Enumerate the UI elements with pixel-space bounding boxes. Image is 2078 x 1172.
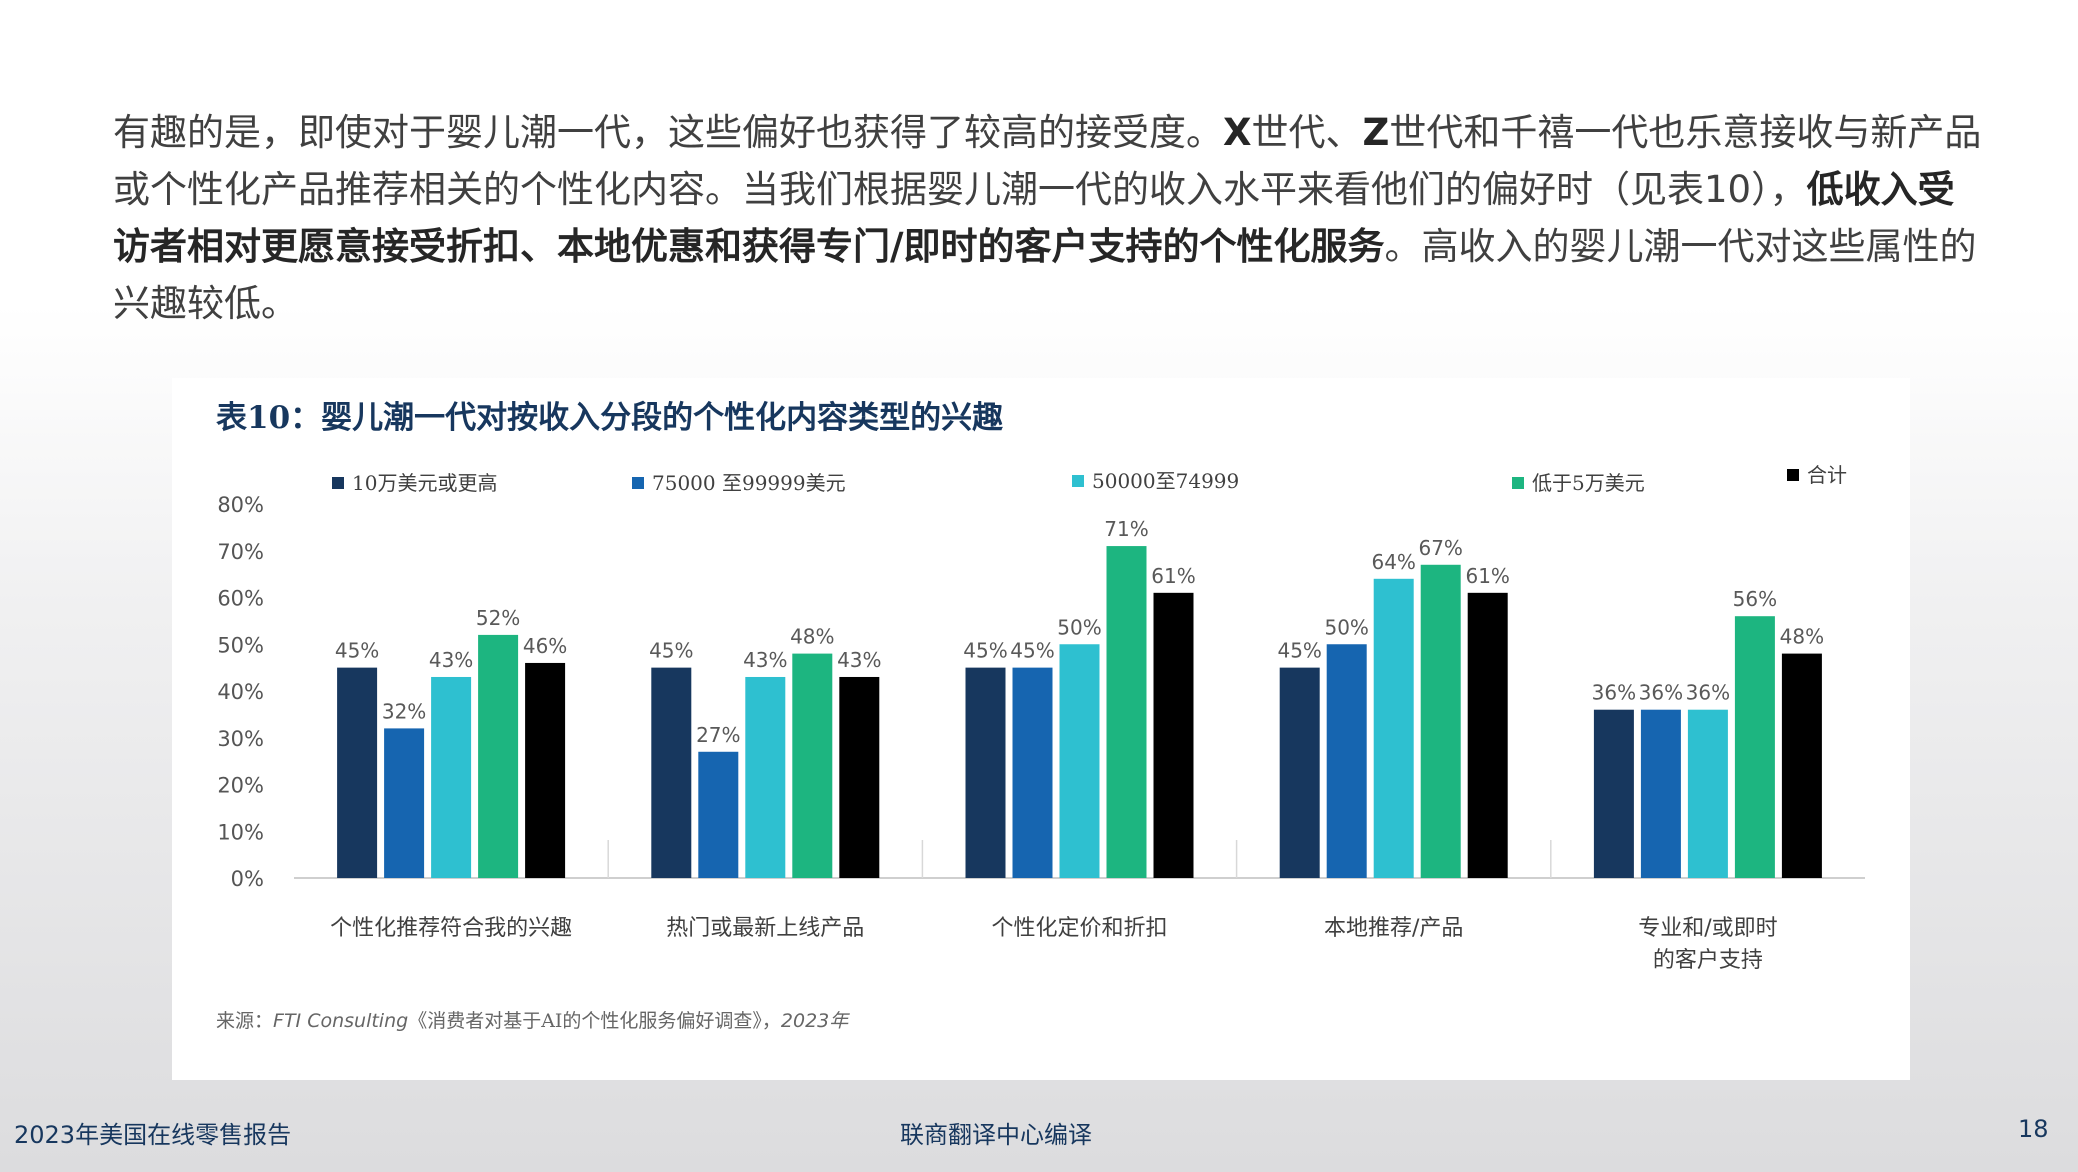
category-label: 热门或最新上线产品 <box>666 916 864 941</box>
data-label: 61% <box>1465 564 1509 588</box>
legend-label: 50000至74999 <box>1092 469 1239 493</box>
y-tick-label: 20% <box>217 774 264 798</box>
category-label: 的客户支持 <box>1653 948 1763 973</box>
intro-bold-finding: 低收入受访者相对更愿意接受折扣、本地优惠和获得专门/即时的客户支持的个性化服务 <box>113 168 1955 268</box>
data-label: 36% <box>1686 681 1730 705</box>
bar <box>1781 653 1822 878</box>
data-label: 64% <box>1371 550 1415 574</box>
intro-bold-x: X <box>1223 111 1252 154</box>
intro-text-4: 。高收入的婴儿潮一代对这些属性的兴趣较低。 <box>113 225 1977 325</box>
bar <box>1326 644 1367 878</box>
y-tick-label: 60% <box>217 587 264 611</box>
intro-bold-z: Z <box>1362 111 1390 154</box>
source-report: 《消费者对基于AI的个性化服务偏好调查》， <box>408 1010 781 1032</box>
bar <box>1059 644 1100 878</box>
data-label: 56% <box>1733 587 1777 611</box>
bar <box>745 676 786 878</box>
data-label: 50% <box>1057 615 1101 639</box>
bar <box>651 667 692 878</box>
bar-chart: 0%10%20%30%40%50%60%70%80%45%32%43%52%46… <box>217 463 1865 973</box>
data-label: 61% <box>1151 564 1195 588</box>
chart-title: 表10：婴儿潮一代对按收入分段的个性化内容类型的兴趣 <box>216 400 1004 436</box>
category-label: 专业和/或即时 <box>1638 916 1777 941</box>
y-tick-label: 0% <box>231 867 264 891</box>
bar <box>384 728 425 878</box>
source-prefix: 来源： <box>216 1010 274 1032</box>
data-label: 36% <box>1592 681 1636 705</box>
source-org: FTI Consulting <box>273 1010 409 1032</box>
legend-swatch <box>1787 469 1799 481</box>
bar <box>478 634 519 878</box>
category-label: 个性化推荐符合我的兴趣 <box>330 916 572 941</box>
data-label: 45% <box>1277 639 1321 663</box>
legend-label: 合计 <box>1807 463 1847 487</box>
bar <box>1279 667 1320 878</box>
data-label: 32% <box>382 699 426 723</box>
data-label: 36% <box>1639 681 1683 705</box>
y-tick-label: 50% <box>217 633 264 657</box>
bar <box>337 667 378 878</box>
bar <box>1640 709 1681 878</box>
data-label: 46% <box>523 634 567 658</box>
bar <box>698 751 739 878</box>
bar <box>525 662 566 878</box>
legend-swatch <box>632 477 644 489</box>
bar <box>1734 616 1775 878</box>
bar <box>965 667 1006 878</box>
data-label: 48% <box>1780 625 1824 649</box>
data-label: 50% <box>1324 615 1368 639</box>
legend-label: 75000 至99999美元 <box>652 471 846 495</box>
y-tick-label: 40% <box>217 680 264 704</box>
page-number: 18 <box>2018 1115 2049 1143</box>
category-label: 个性化定价和折扣 <box>991 916 1167 941</box>
data-label: 45% <box>335 639 379 663</box>
bar <box>1373 578 1414 878</box>
data-label: 27% <box>696 723 740 747</box>
intro-paragraph: 有趣的是，即使对于婴儿潮一代，这些偏好也获得了较高的接受度。X世代、Z世代和千禧… <box>113 104 1983 332</box>
bar <box>1593 709 1634 878</box>
bar <box>1153 592 1194 878</box>
bar <box>1467 592 1508 878</box>
data-label: 43% <box>743 648 787 672</box>
data-label: 43% <box>429 648 473 672</box>
bar <box>1106 546 1147 878</box>
data-label: 48% <box>790 625 834 649</box>
bar <box>1420 564 1461 878</box>
y-tick-label: 30% <box>217 727 264 751</box>
data-label: 45% <box>1010 639 1054 663</box>
bar <box>1012 667 1053 878</box>
data-label: 45% <box>649 639 693 663</box>
bar <box>792 653 833 878</box>
legend-swatch <box>332 477 344 489</box>
legend-label: 低于5万美元 <box>1532 471 1645 495</box>
y-tick-label: 70% <box>217 540 264 564</box>
data-label: 67% <box>1418 536 1462 560</box>
data-label: 52% <box>476 606 520 630</box>
y-tick-label: 80% <box>217 493 264 517</box>
source-note: 来源：FTI Consulting《消费者对基于AI的个性化服务偏好调查》，20… <box>216 1006 848 1033</box>
data-label: 43% <box>837 648 881 672</box>
intro-text-3: 世代和千禧一代也乐意接收与新产品或个性化产品推荐相关的个性化内容。当我们根据婴儿… <box>113 111 1982 211</box>
legend-swatch <box>1512 477 1524 489</box>
bar <box>839 676 880 878</box>
intro-text-1: 有趣的是，即使对于婴儿潮一代，这些偏好也获得了较高的接受度。 <box>113 111 1223 154</box>
bar <box>431 676 472 878</box>
data-label: 45% <box>963 639 1007 663</box>
source-year: 2023年 <box>780 1010 849 1032</box>
bar <box>1687 709 1728 878</box>
y-tick-label: 10% <box>217 820 264 844</box>
chart-panel: 表10：婴儿潮一代对按收入分段的个性化内容类型的兴趣 0% 10% 20% 30% 40… <box>172 378 1910 1080</box>
footer-report-title: 2023年美国在线零售报告 <box>14 1121 292 1149</box>
data-label: 71% <box>1104 517 1148 541</box>
footer-translator: 联商翻译中心编译 <box>900 1121 1092 1149</box>
legend-swatch <box>1072 475 1084 487</box>
legend-label: 10万美元或更高 <box>352 471 497 495</box>
intro-text-2: 世代、 <box>1251 111 1363 154</box>
category-label: 本地推荐/产品 <box>1324 916 1463 941</box>
